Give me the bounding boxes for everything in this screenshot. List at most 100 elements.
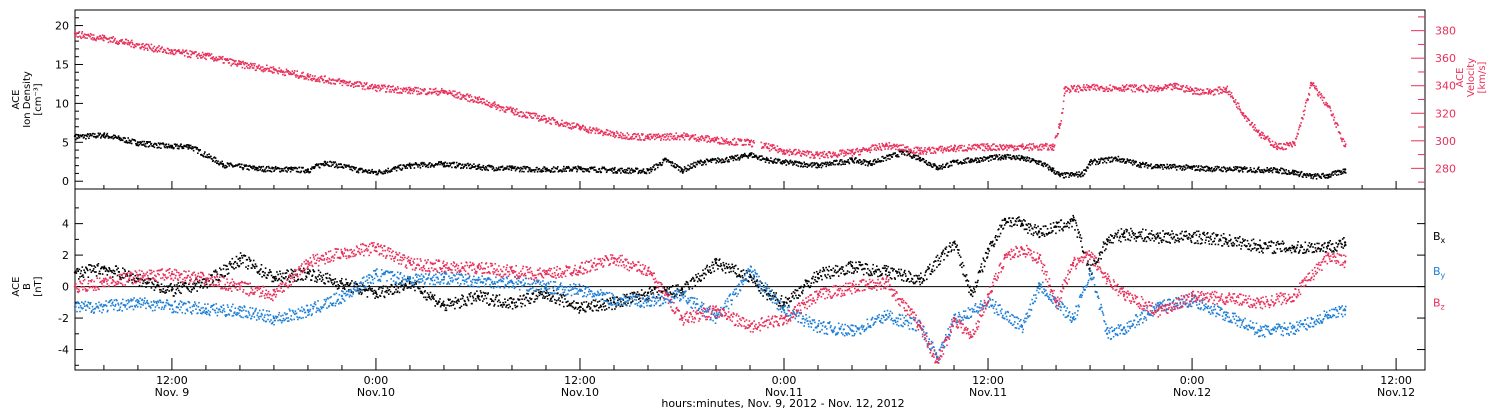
density-point: [689, 167, 692, 169]
velocity-point: [889, 145, 892, 147]
density-point: [479, 168, 482, 171]
density-point: [529, 170, 532, 173]
velocity-point: [815, 153, 818, 155]
velocity-point: [1209, 88, 1211, 91]
density-anchor: [935, 166, 939, 169]
bx-point: [351, 280, 353, 282]
velocity-point: [493, 101, 496, 103]
velocity-point: [932, 152, 935, 154]
velocity-point: [310, 77, 313, 80]
density-point: [1096, 160, 1099, 163]
density-point: [837, 163, 840, 166]
density-point: [1240, 167, 1243, 170]
velocity-point: [1150, 84, 1153, 87]
velocity-point: [761, 147, 763, 149]
velocity-point: [1102, 90, 1105, 92]
density-point: [1199, 170, 1201, 172]
velocity-point: [617, 136, 620, 139]
density-point: [1269, 167, 1271, 170]
density-point: [291, 167, 294, 169]
velocity-point: [717, 142, 719, 144]
bx-point: [150, 287, 153, 289]
density-point: [1030, 160, 1033, 162]
velocity-point: [867, 148, 870, 151]
velocity-point: [374, 89, 377, 92]
velocity-anchor: [340, 80, 344, 83]
velocity-point: [437, 90, 439, 93]
velocity-point: [568, 127, 571, 129]
density-point: [1071, 172, 1073, 174]
bx-point: [314, 276, 317, 278]
density-point: [1049, 166, 1051, 169]
density-anchor: [680, 168, 684, 171]
density-point: [203, 152, 206, 155]
density-point: [969, 159, 971, 162]
density-point: [113, 137, 116, 139]
density-point: [266, 166, 268, 168]
density-point: [441, 163, 444, 166]
density-point: [815, 166, 817, 169]
velocity-point: [1002, 144, 1005, 146]
density-point: [802, 165, 805, 168]
velocity-point: [681, 136, 683, 138]
velocity-point: [664, 133, 666, 136]
velocity-point: [279, 71, 282, 73]
density-point: [755, 155, 758, 158]
density-point: [420, 163, 423, 166]
velocity-point: [885, 142, 888, 145]
density-point: [1192, 166, 1195, 168]
velocity-point: [435, 92, 438, 95]
velocity-point: [429, 88, 432, 90]
velocity-point: [392, 85, 394, 87]
velocity-point: [778, 150, 780, 153]
velocity-point: [588, 131, 590, 134]
bx-point: [255, 265, 258, 268]
density-point: [75, 133, 78, 136]
velocity-point: [355, 81, 358, 83]
velocity-point: [1038, 145, 1040, 148]
density-point: [1175, 165, 1177, 168]
density-point: [707, 159, 709, 161]
density-point: [88, 135, 91, 137]
density-point: [239, 166, 242, 168]
bx-point: [248, 258, 251, 261]
velocity-point: [767, 147, 769, 150]
velocity-point: [155, 47, 158, 49]
velocity-point: [1336, 123, 1339, 125]
velocity-point: [1296, 135, 1298, 138]
density-point: [429, 162, 431, 164]
density-point: [267, 165, 270, 168]
bx-point: [270, 274, 273, 277]
density-point: [1310, 177, 1312, 179]
density-point: [1195, 165, 1198, 167]
bx-point: [309, 270, 312, 273]
density-anchor: [1058, 173, 1061, 177]
bx-point: [160, 289, 162, 291]
bx-point: [82, 274, 84, 276]
bx-point: [396, 290, 399, 293]
bx-point: [287, 270, 289, 272]
velocity-point: [1234, 99, 1237, 101]
velocity-point: [1011, 146, 1013, 149]
density-point: [1278, 172, 1280, 174]
density-point: [889, 158, 891, 160]
density-point: [1304, 173, 1307, 176]
density-point: [226, 162, 229, 164]
density-anchor: [663, 158, 667, 161]
velocity-point: [621, 133, 624, 135]
density-point: [357, 170, 359, 173]
density-point: [1143, 163, 1145, 165]
density-point: [1271, 169, 1273, 172]
velocity-point: [918, 153, 920, 155]
density-point: [908, 152, 911, 155]
velocity-point: [1192, 93, 1194, 95]
density-point: [461, 163, 464, 166]
velocity-point: [995, 149, 998, 152]
velocity-point: [663, 136, 666, 138]
field-axis-label-line: ACE: [11, 277, 22, 297]
density-point: [1117, 160, 1119, 162]
bx-point: [289, 275, 292, 277]
density-point: [1024, 156, 1026, 159]
velocity-point: [968, 144, 970, 146]
density-point: [189, 147, 191, 149]
